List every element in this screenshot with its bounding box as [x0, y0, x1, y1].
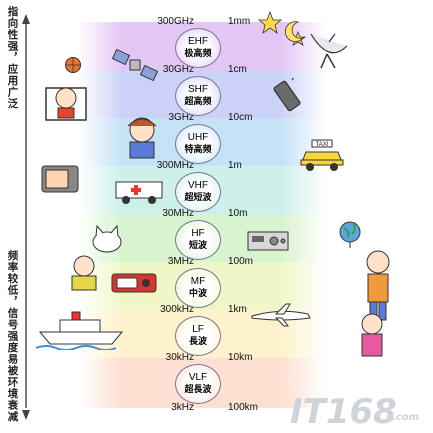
band-lf: LF 長波	[175, 316, 221, 356]
band-name: 中波	[188, 289, 207, 299]
frequency-tick: 30MHz	[162, 208, 194, 219]
band-abbr: MF	[190, 276, 206, 287]
frequency-tick: 3kHz	[171, 402, 194, 413]
children-illustration	[361, 250, 390, 357]
watermark-domain: .com	[392, 412, 420, 423]
side-label-bottom: 频率较低，信号强度易被环境衰减	[6, 250, 19, 423]
frequency-tick: 300GHz	[157, 16, 194, 27]
band-name: 超長波	[184, 385, 212, 395]
band-vhf: VHF 超短波	[175, 172, 221, 212]
radio-icon	[111, 273, 157, 293]
band-name: 長波	[188, 337, 207, 347]
airplane-icon	[251, 303, 311, 327]
man-phone-illustration	[71, 255, 97, 291]
moon-icon	[284, 21, 305, 42]
band-mf: MF 中波	[175, 268, 221, 308]
wavelength-tick: 1m	[228, 160, 242, 171]
band-name: 超高频	[184, 97, 212, 107]
side-label-top: 指向性强，应用广泛	[6, 6, 19, 110]
band-uhf: UHF 特高频	[175, 124, 221, 164]
band-abbr: VHF	[188, 180, 208, 191]
band-abbr: LF	[192, 324, 204, 335]
taxi-icon: TAXI	[300, 139, 344, 171]
band-ehf: EHF 极高频	[175, 28, 221, 68]
wavelength-tick: 10cm	[228, 112, 253, 123]
band-shf: SHF 超高频	[175, 76, 221, 116]
wavelength-tick: 10m	[228, 208, 248, 219]
child-with-tv-illustration	[45, 87, 87, 121]
mobile-phone-icon	[273, 78, 301, 112]
frequency-tick: 3MHz	[167, 256, 194, 267]
frequency-tick: 3GHz	[168, 112, 194, 123]
wavelength-tick: 100m	[228, 256, 254, 267]
wavelength-tick: 10km	[228, 352, 253, 363]
cat-icon	[92, 224, 122, 253]
wavelength-tick: 1mm	[228, 16, 251, 27]
band-name: 极高频	[184, 49, 212, 59]
direction-arrow-icon	[22, 14, 30, 420]
band-abbr: VLF	[188, 372, 208, 383]
band-vlf: VLF 超長波	[175, 364, 221, 404]
taxi-sign-text: TAXI	[316, 142, 329, 148]
satellite-dish-icon	[310, 33, 348, 69]
band-abbr: EHF	[188, 36, 208, 47]
ship-icon	[36, 311, 124, 350]
band-name: 特高频	[184, 145, 212, 155]
wavelength-tick: 1cm	[228, 64, 247, 75]
transceiver-icon	[247, 231, 289, 251]
frequency-tick: 30GHz	[162, 64, 194, 75]
ambulance-icon	[115, 181, 163, 204]
frequency-tick: 300kHz	[160, 304, 194, 315]
band-hf: HF 短波	[175, 220, 221, 260]
band-abbr: SHF	[188, 84, 208, 95]
basketball-icon	[65, 57, 81, 73]
watermark-logo: IT168	[290, 392, 397, 432]
television-icon	[41, 165, 79, 193]
band-name: 超短波	[184, 193, 212, 203]
wavelength-tick: 100km	[228, 402, 259, 413]
band-abbr: UHF	[187, 132, 209, 143]
wavelength-tick: 1km	[228, 304, 247, 315]
satellite-icon	[112, 48, 158, 82]
frequency-tick: 300MHz	[156, 160, 194, 171]
frequency-tick: 30kHz	[165, 352, 194, 363]
band-abbr: HF	[191, 228, 205, 239]
band-name: 短波	[188, 241, 207, 251]
woman-phone-illustration	[127, 117, 157, 159]
globe-icon	[339, 221, 361, 248]
